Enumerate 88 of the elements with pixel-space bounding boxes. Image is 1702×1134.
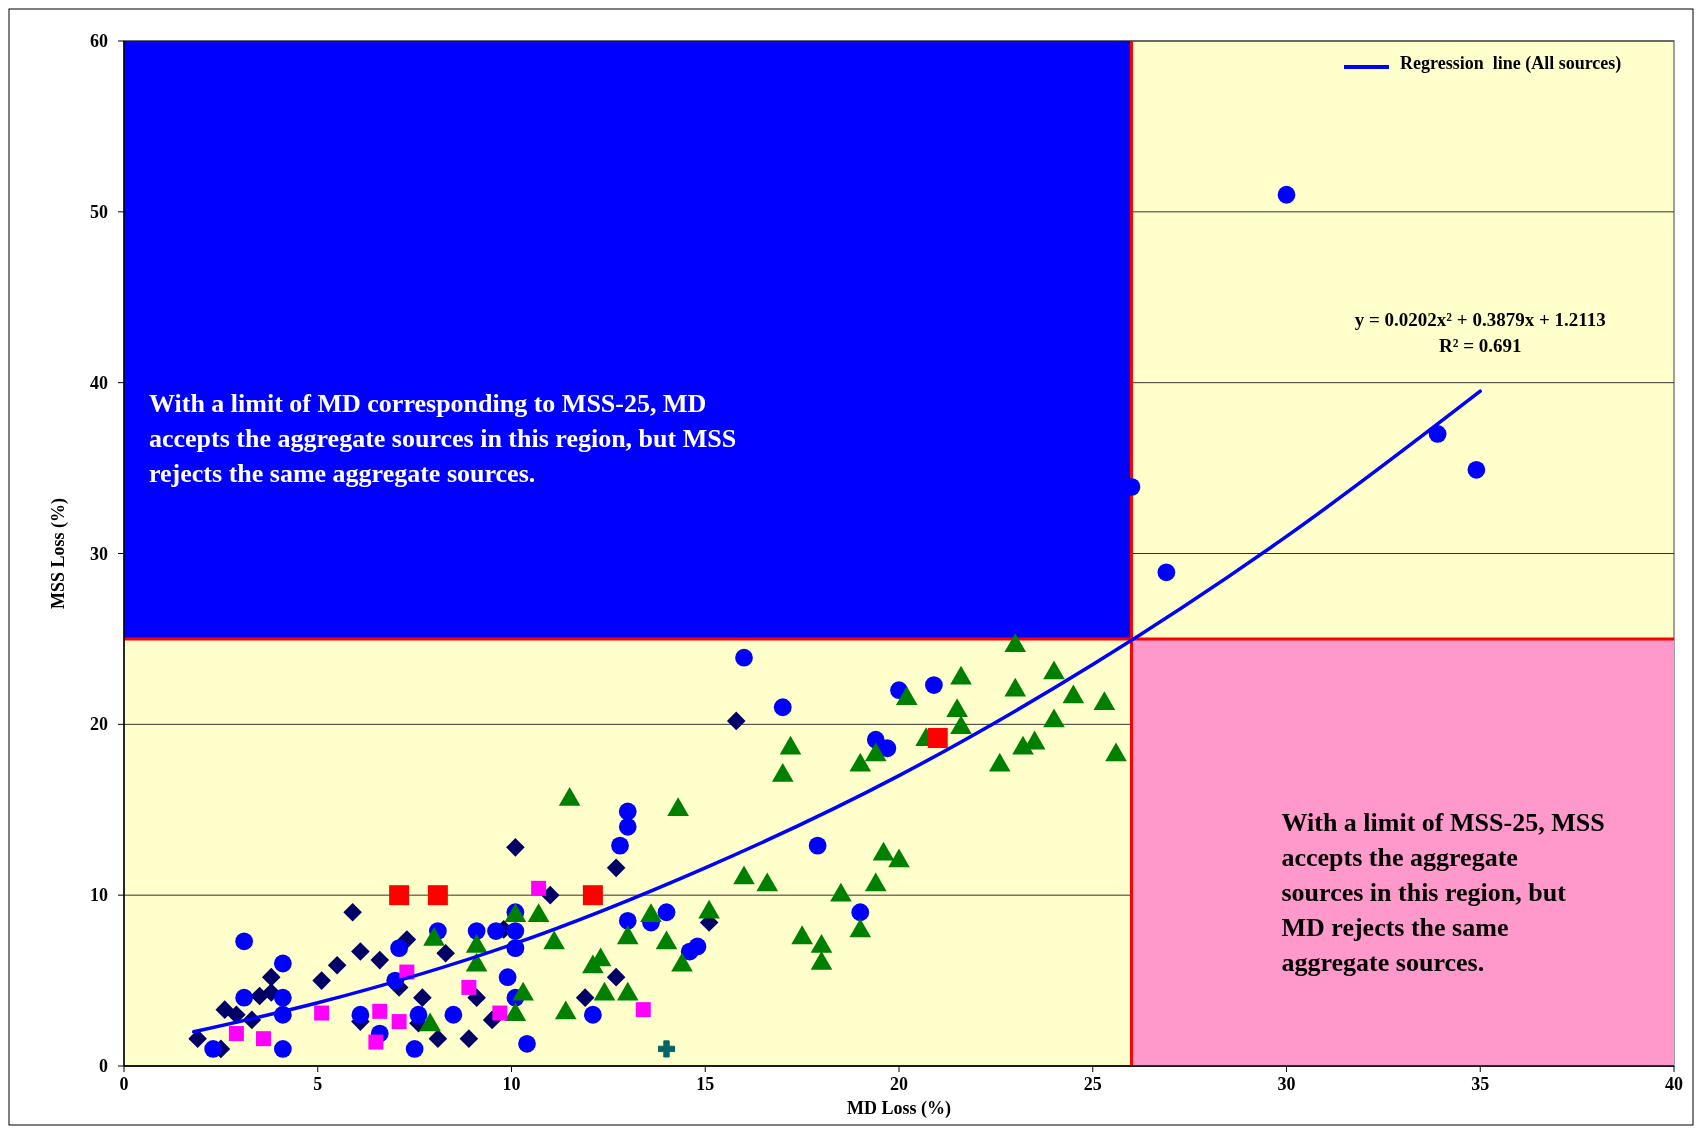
point [188,1029,207,1048]
point [327,955,347,975]
point [506,838,525,857]
point [582,885,603,906]
point [368,1034,384,1050]
point [409,1005,428,1024]
point [657,1040,676,1058]
point [312,971,331,990]
point [924,676,943,694]
point [351,942,370,961]
point [467,922,486,940]
point [436,943,455,963]
point [540,885,560,905]
x-tick-label: 15 [696,1074,715,1094]
point [273,954,292,973]
point [773,698,792,717]
point [575,988,595,1007]
point [235,932,254,951]
y-tick-label: 30 [90,543,108,564]
point [370,950,390,970]
point [518,1034,536,1053]
x-tick-label: 10 [502,1074,521,1094]
point [459,1029,479,1048]
point [487,922,505,940]
point [427,885,448,906]
point [228,1026,244,1042]
point [618,817,637,836]
point [273,988,292,1007]
point [583,1005,602,1024]
point [413,988,432,1007]
x-axis-title: MD Loss (%) [847,1098,951,1119]
point [444,1005,463,1024]
point [618,802,637,821]
annotation: R² = 0.691 [1439,335,1522,357]
point [261,967,281,987]
point [851,903,870,922]
point [461,979,477,995]
y-tick-label: 10 [90,885,108,906]
point [878,739,897,758]
point [1467,460,1486,479]
point [611,836,629,855]
band-label: With a limit of MSS-25, MSS accepts the aggregate sources in this region, but MD rejects the same aggregate sources. [1281,808,1605,978]
point [735,648,753,667]
point [657,903,676,922]
point [389,885,410,906]
x-tick-label: 20 [890,1074,908,1094]
y-tick-label: 50 [90,201,108,222]
point [343,902,362,922]
point [492,1005,508,1021]
point [606,967,626,987]
annotation: y = 0.0202x² + 0.3879x + 1.2113 [1354,309,1606,331]
x-tick-label: 30 [1277,1074,1296,1094]
point [372,1003,388,1019]
point [1157,563,1176,582]
point [1277,185,1296,204]
point [506,922,525,940]
point [531,880,547,896]
x-tick-label: 25 [1083,1074,1102,1094]
point [273,1040,292,1058]
point [498,968,517,987]
x-tick-label: 35 [1471,1074,1490,1094]
point [390,939,409,957]
point [688,937,707,956]
point [405,1040,424,1058]
y-tick-label: 20 [90,714,108,735]
point [428,1029,448,1048]
point [215,1000,235,1019]
point [256,1031,271,1047]
point [351,1005,370,1024]
y-tick-label: 0 [99,1056,108,1076]
legend-label: Regression line (All sources) [1400,53,1622,74]
band-label: With a limit of MD corresponding to MSS-25, MD accepts the aggregate sources in this region, but MSS rejects the same aggregate sources. [149,388,737,488]
point [618,911,637,930]
point [204,1040,223,1058]
point [314,1005,330,1021]
y-axis-title: MSS Loss (%) [48,497,69,610]
x-tick-label: 0 [119,1074,129,1094]
point [606,858,626,878]
point [235,988,254,1007]
y-tick-label: 60 [90,31,108,51]
point [726,711,746,731]
x-tick-label: 40 [1665,1074,1683,1094]
point [391,1014,407,1030]
point [927,728,948,748]
point [808,836,827,855]
point [635,1002,651,1018]
y-tick-label: 40 [90,372,108,393]
x-tick-label: 5 [313,1074,323,1094]
